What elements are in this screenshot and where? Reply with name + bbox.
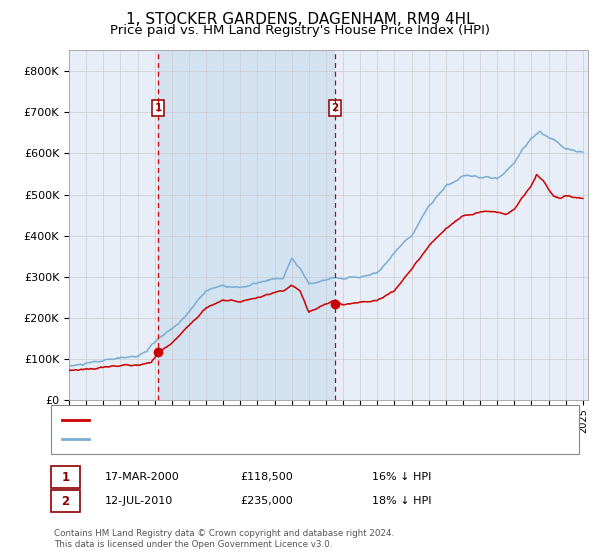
Text: 17-MAR-2000: 17-MAR-2000 [105,472,180,482]
Text: 18% ↓ HPI: 18% ↓ HPI [372,496,431,506]
Text: £235,000: £235,000 [240,496,293,506]
Text: Contains HM Land Registry data © Crown copyright and database right 2024.
This d: Contains HM Land Registry data © Crown c… [54,529,394,549]
Text: Price paid vs. HM Land Registry's House Price Index (HPI): Price paid vs. HM Land Registry's House … [110,24,490,36]
Text: 12-JUL-2010: 12-JUL-2010 [105,496,173,506]
Text: 1, STOCKER GARDENS, DAGENHAM, RM9 4HL: 1, STOCKER GARDENS, DAGENHAM, RM9 4HL [125,12,475,27]
Text: £118,500: £118,500 [240,472,293,482]
Text: 2: 2 [331,103,338,113]
Text: 16% ↓ HPI: 16% ↓ HPI [372,472,431,482]
Text: 1, STOCKER GARDENS, DAGENHAM, RM9 4HL (detached house): 1, STOCKER GARDENS, DAGENHAM, RM9 4HL (d… [94,415,425,425]
Text: 2: 2 [61,494,70,508]
Text: HPI: Average price, detached house, Barking and Dagenham: HPI: Average price, detached house, Bark… [94,434,410,444]
Text: 1: 1 [155,103,162,113]
Bar [158,50,335,400]
Text: 1: 1 [61,470,70,484]
